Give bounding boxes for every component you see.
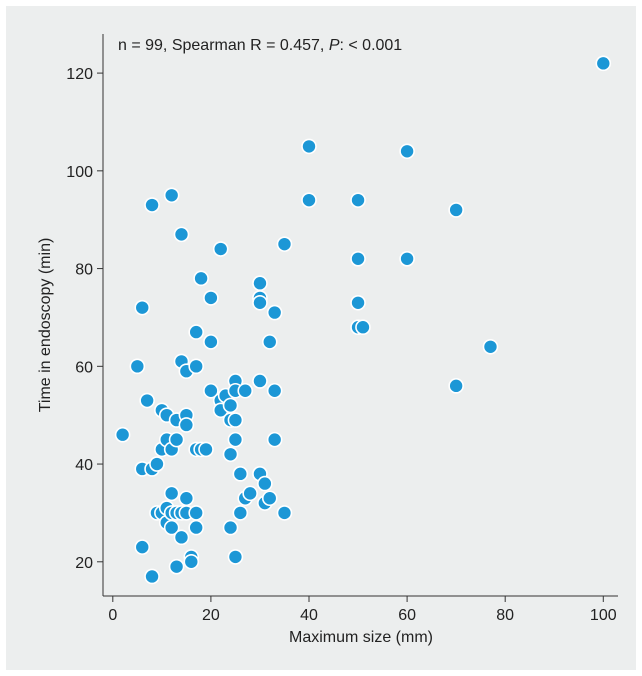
data-point [350,192,366,208]
data-point [276,505,293,521]
chart-panel [6,6,636,670]
data-point [595,55,612,72]
data-point [203,290,219,306]
data-point [261,334,278,350]
data-point [168,558,185,575]
data-point [149,456,165,472]
data-point [212,241,229,257]
y-axis-title: Time in endoscopy (min) [37,238,54,413]
y-tick-label: 60 [75,359,93,376]
data-point [178,490,195,507]
data-point [350,250,366,267]
data-point [178,417,195,433]
x-tick-label: 80 [496,607,514,624]
data-point [222,519,239,536]
data-point [301,192,317,208]
data-point [301,138,317,155]
data-point [252,373,268,389]
data-point [482,338,499,355]
data-point [252,294,268,311]
x-axis-title: Maximum size (mm) [289,629,433,646]
data-point [232,466,249,482]
stat-annotation-suffix: : < 0.001 [339,37,402,54]
y-tick-label: 20 [75,555,93,572]
data-point [266,382,283,399]
x-tick-label: 40 [300,607,318,624]
data-point [129,358,146,375]
y-axis-ticks: 20 40 60 80 100 120 [66,66,103,572]
data-point [163,485,180,502]
data-point [399,250,415,267]
data-point [266,304,283,321]
y-tick-label: 80 [75,262,93,279]
data-point [261,490,278,507]
data-point [188,358,204,375]
data-point [222,397,239,414]
data-point [203,334,219,350]
stat-annotation-prefix: n = 99, Spearman R = 0.457, [118,37,329,54]
data-point [252,275,268,292]
data-point [227,412,244,428]
data-point [183,553,200,570]
x-axis-ticks: 0 20 40 60 80 100 [108,596,617,624]
x-tick-label: 0 [108,607,117,624]
x-tick-label: 20 [202,607,220,624]
stat-annotation: n = 99, Spearman R = 0.457, P: < 0.001 [118,37,402,54]
x-tick-label: 60 [398,607,416,624]
data-point [144,568,160,585]
data-point [139,392,155,409]
data-point [227,431,244,448]
data-point [232,505,249,521]
data-point [134,299,151,316]
data-point [163,519,180,536]
data-point [134,539,151,555]
data-point [237,382,254,399]
data-point [399,143,415,160]
data-point [448,202,464,218]
data-point [276,236,293,252]
data-point [242,485,258,502]
y-tick-label: 100 [66,164,93,181]
data-point [173,529,190,546]
data-point [266,431,283,448]
data-point [188,519,204,536]
x-tick-label: 100 [590,607,617,624]
data-point [448,378,464,394]
data-point [114,426,131,443]
stat-annotation-p-label: P [329,37,340,54]
data-point [188,505,204,521]
data-point [350,294,366,311]
y-tick-label: 120 [66,66,93,83]
data-point [163,187,180,204]
data-point [203,382,219,399]
data-point [168,431,185,448]
data-point [173,226,190,243]
data-point [355,319,371,336]
data-point [222,446,239,463]
y-tick-label: 40 [75,457,93,474]
data-point [198,441,214,458]
data-point [227,549,244,565]
data-points [114,55,612,585]
data-point [257,475,273,492]
data-point [193,270,209,287]
data-point [144,197,160,213]
data-point [188,324,204,340]
